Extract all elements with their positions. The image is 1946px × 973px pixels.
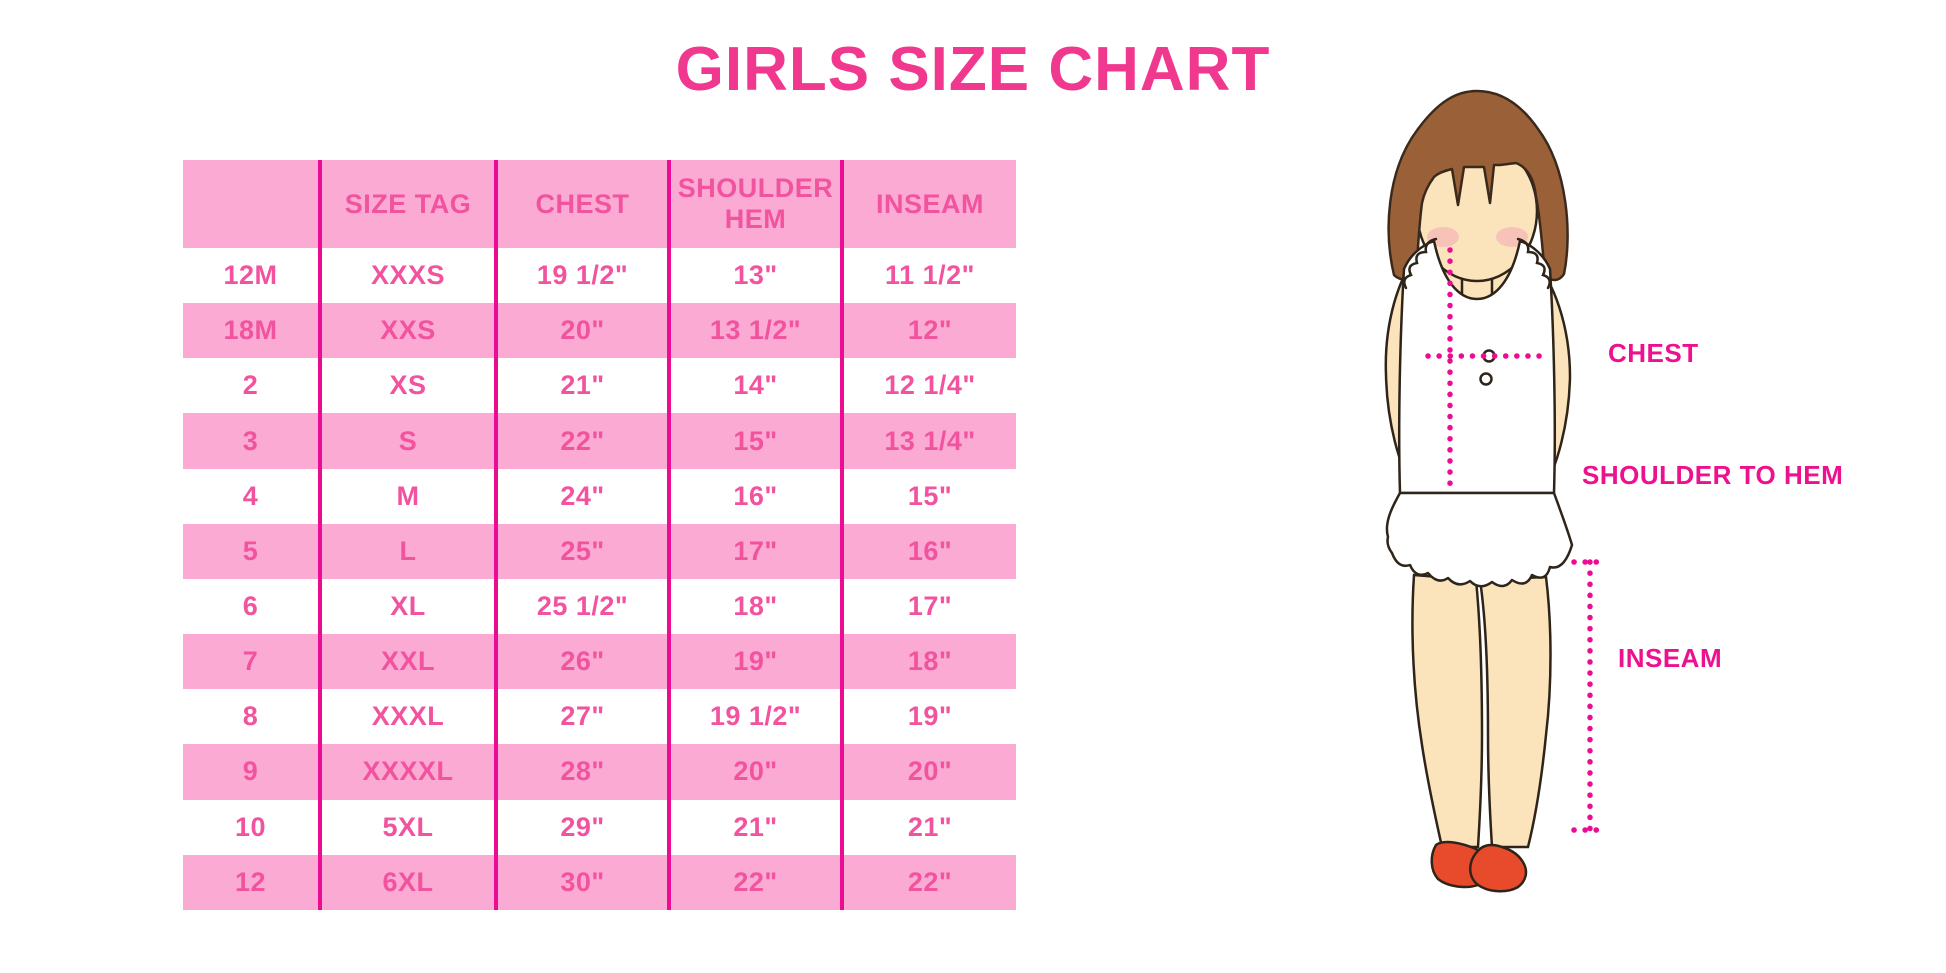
table-cell: 18M (223, 315, 278, 346)
table-cell: 21" (840, 799, 1016, 855)
table-row: 12M XXXS 19 1/2" 13" 11 1/2" (183, 248, 1016, 304)
table-cell: 8 (242, 701, 259, 732)
table-row: 3 S 22" 15" 13 1/4" (183, 413, 1016, 469)
table-body: 12M XXXS 19 1/2" 13" 11 1/2" 18M XXS 20" 13 1/2"… (183, 248, 1016, 910)
table-cell: 24" (494, 468, 669, 524)
table-row: 12 6XL 30" 22" 22" (183, 854, 1016, 910)
table-cell: 6 (242, 591, 259, 622)
table-cell: M (318, 468, 496, 524)
table-cell: 15" (840, 468, 1016, 524)
table-row: 5 L 25" 17" 16" (183, 523, 1016, 579)
table-cell: 21" (667, 799, 842, 855)
table-cell: 6XL (318, 854, 496, 910)
table-cell: 7 (242, 646, 259, 677)
table-cell: 13 1/2" (667, 303, 842, 359)
table-row: 2 XS 21" 14" 12 1/4" (183, 358, 1016, 414)
table-cell: 25 1/2" (494, 578, 669, 635)
page-title: GIRLS SIZE CHART (675, 35, 1271, 104)
table-cell: 12 (234, 866, 267, 897)
ruffle-left (1403, 237, 1438, 290)
table-cell: 18" (840, 634, 1016, 690)
table-cell: S (318, 413, 496, 469)
table-cell: 2 (242, 370, 259, 401)
table-cell: 4 (242, 480, 259, 511)
table-cell: 19 1/2" (494, 248, 669, 304)
table-cell: XXXXL (318, 744, 496, 800)
table-cell: XXL (318, 634, 496, 690)
table-row: 9 XXXXL 28" 20" 20" (183, 744, 1016, 800)
table-cell: 12" (840, 303, 1016, 359)
table-row: 4 M 24" 16" 15" (183, 468, 1016, 524)
table-cell: XS (318, 358, 496, 414)
table-row: 8 XXXL 27" 19 1/2" 19" (183, 689, 1016, 745)
table-row: 7 XXL 26" 19" 18" (183, 634, 1016, 690)
table-cell: XL (318, 578, 496, 635)
table-cell: 5XL (318, 799, 496, 855)
table-cell: 5 (242, 535, 259, 566)
table-cell: 25" (494, 523, 669, 579)
girl-figure-svg (1384, 89, 1607, 893)
skirt-ruffle (1385, 491, 1574, 588)
table-cell: 9 (242, 756, 259, 787)
table-cell: 27" (494, 689, 669, 745)
table-cell: 19" (667, 634, 842, 690)
size-chart-table: SIZE TAG CHEST SHOULDER HEM INSEAM 12M XXXS 1… (183, 160, 1016, 910)
table-cell: 29" (494, 799, 669, 855)
column-header: SHOULDER HEM (667, 160, 842, 248)
girl-figure-illustration (1340, 75, 1620, 905)
table-cell: 15" (667, 413, 842, 469)
table-row: 18M XXS 20" 13 1/2" 12" (183, 303, 1016, 359)
table-cell: XXXL (318, 689, 496, 745)
table-cell: 22" (494, 413, 669, 469)
table-cell: 17" (667, 523, 842, 579)
table-cell: 11 1/2" (840, 248, 1016, 304)
table-cell: 28" (494, 744, 669, 800)
table-cell: 22" (840, 854, 1016, 910)
table-cell: L (318, 523, 496, 579)
leg-right (1478, 575, 1552, 849)
table-cell: 20" (494, 303, 669, 359)
table-row: 10 5XL 29" 21" 21" (183, 799, 1016, 855)
column-header: SIZE TAG (318, 160, 496, 248)
table-cell: 30" (494, 854, 669, 910)
table-cell: XXXS (318, 248, 496, 304)
table-cell: 13" (667, 248, 842, 304)
column-header: INSEAM (840, 160, 1016, 248)
table-cell: 16" (667, 468, 842, 524)
table-cell: 13 1/4" (840, 413, 1016, 469)
table-cell: 20" (667, 744, 842, 800)
shoulder-to-hem-label: SHOULDER TO HEM (1582, 460, 1844, 490)
table-cell: 12 1/4" (840, 358, 1016, 414)
table-cell: 3 (242, 425, 259, 456)
table-cell: 22" (667, 854, 842, 910)
table-cell: 26" (494, 634, 669, 690)
column-header: CHEST (494, 160, 669, 248)
table-header: SIZE TAG CHEST SHOULDER HEM INSEAM (183, 160, 1016, 248)
shoe-right (1469, 843, 1528, 893)
column-header (183, 160, 320, 248)
table-cell: 19 1/2" (667, 689, 842, 745)
table-cell: 14" (667, 358, 842, 414)
chest-label: CHEST (1608, 338, 1699, 368)
table-cell: XXS (318, 303, 496, 359)
table-cell: 21" (494, 358, 669, 414)
table-cell: 17" (840, 578, 1016, 635)
table-cell: 18" (667, 578, 842, 635)
hair (1387, 89, 1569, 282)
header-row: SIZE TAG CHEST SHOULDER HEM INSEAM (183, 160, 1016, 248)
inseam-label: INSEAM (1618, 643, 1723, 673)
table-cell: 19" (840, 689, 1016, 745)
bodice (1397, 239, 1557, 495)
table-cell: 16" (840, 523, 1016, 579)
table-cell: 10 (234, 811, 267, 842)
table-cell: 20" (840, 744, 1016, 800)
table-cell: 12M (223, 260, 278, 291)
button-bottom (1479, 372, 1493, 386)
table-row: 6 XL 25 1/2" 18" 17" (183, 578, 1016, 635)
ruffle-right (1516, 237, 1551, 290)
leg-left (1411, 573, 1484, 849)
